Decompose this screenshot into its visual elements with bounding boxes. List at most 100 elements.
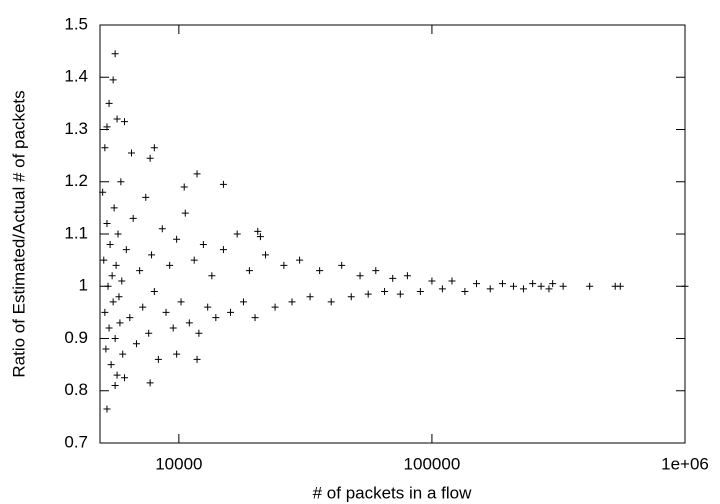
x-tick-label: 100000 [404,454,461,473]
point [193,170,201,178]
point [118,277,126,285]
point [549,280,557,288]
point [99,188,107,196]
y-tick-label: 0.8 [64,380,88,399]
point [173,350,181,358]
point [115,293,123,301]
point [416,287,424,295]
y-tick-label: 1.2 [64,171,88,190]
point [233,230,241,238]
point [150,144,158,152]
point [245,267,253,275]
point [537,282,545,290]
point [122,246,130,254]
point [611,282,619,290]
point [129,214,137,222]
point [347,293,355,301]
x-axis-label: # of packets in a flow [313,483,472,502]
point [103,123,111,131]
point [288,298,296,306]
point [389,274,397,282]
point [116,319,124,327]
point [146,379,154,387]
point [193,355,201,363]
point [586,282,594,290]
point [154,355,162,363]
point [185,319,193,327]
point [101,144,109,152]
y-tick-label: 1.4 [64,67,88,86]
point [146,154,154,162]
plot-frame [99,24,686,444]
point [109,298,117,306]
point [132,340,140,348]
point [101,308,109,316]
point [145,329,153,337]
point [306,293,314,301]
point [239,298,247,306]
point [107,361,115,369]
y-axis-label: Ratio of Estimated/Actual # of packets [9,90,28,377]
point [509,282,517,290]
point [251,314,259,322]
point [428,277,436,285]
point [158,225,166,233]
x-tick-label: 1e+06 [661,454,709,473]
point [150,287,158,295]
point [104,282,112,290]
point [559,282,567,290]
point [681,282,689,290]
point [121,118,129,126]
point [103,405,111,413]
y-tick-label: 0.7 [64,432,88,451]
point [364,290,372,298]
point [111,382,119,390]
point [117,178,125,186]
point [208,272,216,280]
point [227,308,235,316]
point [498,280,506,288]
point [109,76,117,84]
y-tick-label: 1.3 [64,119,88,138]
point [166,261,174,269]
point [119,350,127,358]
point [448,277,456,285]
point [111,50,119,58]
point [110,204,118,212]
point [256,233,264,241]
point [262,251,270,259]
point [356,272,364,280]
point [296,256,304,264]
point [190,256,198,264]
point [105,324,113,332]
point [271,303,279,311]
point [472,280,480,288]
point [327,298,335,306]
point [529,280,537,288]
point [181,209,189,217]
point [126,314,134,322]
point [254,227,262,235]
point [108,272,116,280]
point [195,329,203,337]
point [173,235,181,243]
point [100,256,108,264]
point [338,261,346,269]
point [128,149,136,157]
point [219,246,227,254]
point [372,267,380,275]
point [142,193,150,201]
point [280,261,288,269]
point [438,285,446,293]
point [105,99,113,107]
point [169,324,177,332]
point [114,230,122,238]
y-tick-label: 1 [79,276,88,295]
y-tick-label: 0.9 [64,328,88,347]
point [219,180,227,188]
point [112,261,120,269]
point [102,345,110,353]
point [396,290,404,298]
point [113,115,121,123]
